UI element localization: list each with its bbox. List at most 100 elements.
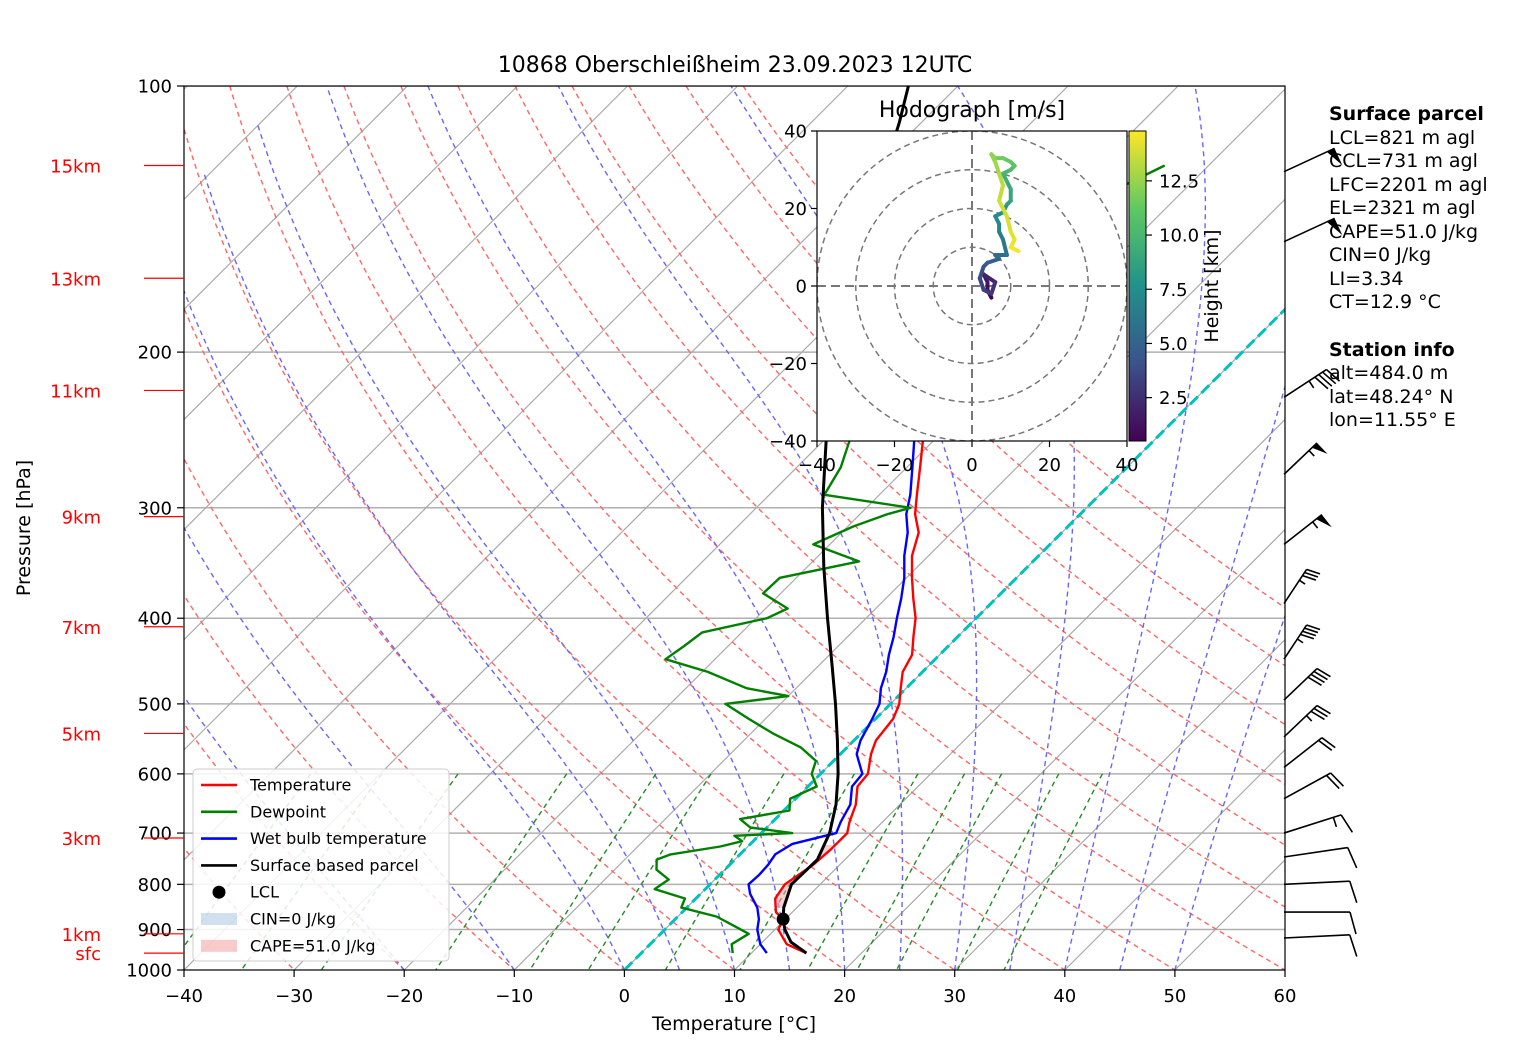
dry-adiabat <box>184 306 735 970</box>
hodograph-trace-segment <box>997 171 1005 188</box>
legend-label: CAPE=51.0 J/kg <box>250 936 376 955</box>
legend-swatch <box>201 939 237 952</box>
height-label: 1km <box>62 925 101 946</box>
hodograph-trace-segment <box>981 272 998 285</box>
y-tick-label: 600 <box>138 764 172 785</box>
wind-barb <box>1283 667 1331 701</box>
height-label: 3km <box>62 829 101 850</box>
isotherm-gridline <box>513 198 1285 970</box>
legend-label: Wet bulb temperature <box>250 829 427 848</box>
wind-barb <box>1283 217 1343 243</box>
station-line-lat: lat=48.24° N <box>1329 385 1454 408</box>
hodograph-x-tick-label: 40 <box>1116 455 1139 476</box>
mixing-ratio-line <box>806 773 919 970</box>
colorbar-tick-label: 7.5 <box>1159 280 1188 301</box>
wind-barb <box>1283 880 1358 904</box>
legend: Temperature Dewpoint Wet bulb temperature S… <box>192 768 450 962</box>
hodograph-trace-segment <box>1008 245 1021 254</box>
moist-adiabat <box>427 86 846 970</box>
isotherm-gridline <box>844 528 1285 970</box>
wind-barb <box>1283 772 1345 800</box>
x-tick-label: 20 <box>833 986 856 1007</box>
y-tick-label: 500 <box>138 694 172 715</box>
hodograph-title: Hodograph [m/s] <box>879 98 1065 123</box>
isotherm-gridline <box>1064 748 1285 970</box>
y-tick-label: 1000 <box>126 961 172 982</box>
wind-barb <box>1283 737 1336 769</box>
x-tick-label: 50 <box>1163 986 1186 1007</box>
hodograph-x-tick-label: −40 <box>798 455 836 476</box>
y-tick-label: 900 <box>138 920 172 941</box>
lcl-marker <box>776 912 790 926</box>
dry-adiabat <box>400 86 1285 970</box>
isotherm-gridline <box>954 638 1285 970</box>
legend-swatch <box>212 885 226 899</box>
mixing-ratio-line <box>587 773 712 970</box>
zero-degree-isotherm <box>623 307 1285 970</box>
surface-line-el: EL=2321 m agl <box>1329 197 1476 219</box>
isotherm-gridline <box>184 86 518 421</box>
isotherm-gridline <box>184 86 739 641</box>
height-label: 13km <box>50 269 101 290</box>
surface-line-cape: CAPE=51.0 J/kg <box>1329 220 1479 243</box>
isotherm-gridline <box>184 86 849 751</box>
moist-adiabat <box>1064 86 1207 970</box>
x-tick-label: 0 <box>619 986 630 1007</box>
dry-adiabat <box>184 125 846 970</box>
chart-title: 10868 Oberschleißheim 23.09.2023 12UTC <box>498 53 973 78</box>
legend-label: Surface based parcel <box>250 856 419 875</box>
hodograph-trace-segment <box>1004 214 1013 234</box>
dry-adiabat <box>571 86 1285 786</box>
hodograph-trace-segment <box>997 183 1005 203</box>
dry-adiabat <box>343 86 1176 970</box>
dry-adiabat <box>685 86 1285 667</box>
hodograph-x-tick-label: 0 <box>966 455 977 476</box>
y-tick-label: 400 <box>138 609 172 630</box>
wind-barb <box>1283 814 1354 834</box>
x-tick-label: −30 <box>275 986 313 1007</box>
colorbar-tick-label: 5.0 <box>1159 334 1188 355</box>
wind-barbs <box>1283 147 1358 957</box>
x-axis: −40 −30 −20 −10 0 10 20 30 40 50 60 <box>165 970 1296 1007</box>
y-tick-label: 800 <box>138 875 172 896</box>
wind-barb <box>1283 368 1341 398</box>
dry-adiabat <box>514 86 1285 846</box>
height-label: 11km <box>50 381 101 402</box>
station-line-alt: alt=484.0 m <box>1329 362 1449 384</box>
surface-line-ct: CT=12.9 °C <box>1329 291 1441 313</box>
legend-label: LCL <box>250 883 279 902</box>
hodograph: Hodograph [m/s] −40 −20 0 20 40 40 20 0 −20 −40 2… <box>769 98 1223 476</box>
surface-line-lcl: LCL=821 m agl <box>1329 126 1476 149</box>
station-line-lon: lon=11.55° E <box>1329 409 1456 431</box>
x-tick-label: −20 <box>385 986 423 1007</box>
hodograph-trace-segment <box>977 264 986 281</box>
moist-adiabat <box>1119 384 1285 970</box>
surface-line-li: LI=3.34 <box>1329 267 1404 290</box>
wind-barb <box>1283 568 1321 604</box>
hodograph-y-tick-label: 0 <box>796 277 807 298</box>
mixing-ratio-line <box>529 773 657 970</box>
x-tick-label: 40 <box>1053 986 1076 1007</box>
y-tick-label: 700 <box>138 824 172 845</box>
hodograph-y-tick-label: 20 <box>784 199 807 220</box>
dry-adiabat <box>229 86 956 970</box>
x-tick-label: −40 <box>165 986 203 1007</box>
wind-barb <box>1283 442 1328 475</box>
y-tick-label: 200 <box>138 343 172 364</box>
moist-adiabat <box>1174 613 1285 970</box>
moist-adiabat <box>256 122 736 970</box>
wind-barb <box>1283 624 1321 660</box>
hodograph-x-tick-label: 20 <box>1038 455 1061 476</box>
surface-line-ccl: CCL=731 m agl <box>1329 150 1478 172</box>
x-tick-label: 60 <box>1274 986 1297 1007</box>
hodograph-trace-segment <box>997 198 1009 219</box>
hodograph-trace-segment <box>1001 237 1009 257</box>
x-tick-label: 10 <box>723 986 746 1007</box>
legend-label: Temperature <box>249 776 351 795</box>
colorbar-tick-label: 12.5 <box>1159 171 1199 192</box>
station-info-header: Station info <box>1329 338 1455 361</box>
x-axis-label: Temperature [°C] <box>651 1013 816 1035</box>
mixing-ratio-line <box>664 773 785 970</box>
